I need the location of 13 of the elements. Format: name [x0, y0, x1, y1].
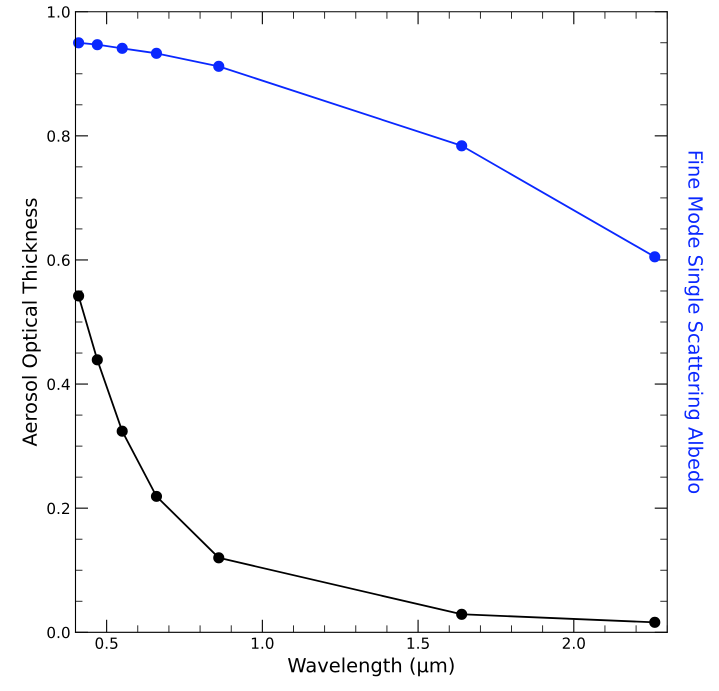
y-tick-label: 0.0 [47, 626, 70, 638]
y-tick-label: 0.4 [47, 378, 70, 390]
y2-axis-title: Fine Mode Single Scattering Albedo [684, 152, 704, 494]
y-tick-label: 0.8 [47, 130, 70, 142]
x-tick-label: 2.0 [562, 637, 585, 649]
y-tick-label: 0.2 [47, 502, 70, 514]
x-tick-label: 1.0 [252, 637, 274, 649]
x-tick-label: 0.5 [96, 637, 118, 649]
y-tick-label: 1.0 [48, 6, 70, 18]
y-tick-label: 0.6 [47, 254, 70, 266]
x-axis-title: Wavelength (µm) [288, 657, 454, 676]
y-axis-title: Aerosol Optical Thickness [22, 198, 41, 446]
x-tick-label: 1.5 [408, 638, 429, 649]
